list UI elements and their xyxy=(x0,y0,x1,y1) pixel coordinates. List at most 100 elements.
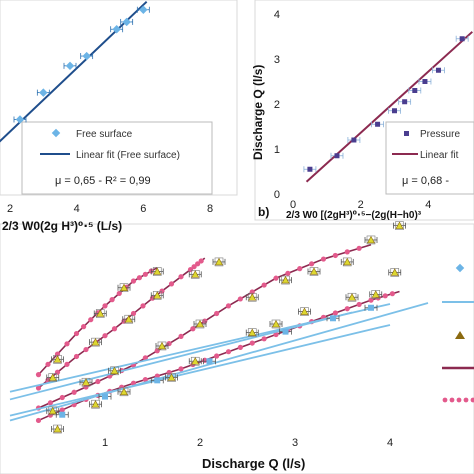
panel-b-point-9 xyxy=(459,36,465,42)
panel-c-curve-dot-5 xyxy=(237,296,243,302)
panel-c-curve-dot-7 xyxy=(64,341,70,347)
panel-c-curve-dot-5 xyxy=(261,282,267,288)
panel-c-curve-dot-5 xyxy=(59,394,65,401)
panel-c-point-2-0 xyxy=(48,373,57,381)
panel-c-point-0-8 xyxy=(347,293,357,301)
panel-c-curve-dot-4 xyxy=(389,291,395,297)
panel-c-legend-marker-5 xyxy=(456,397,462,403)
panel-c-curve-dot-7 xyxy=(136,275,143,281)
panel-a-fit-line xyxy=(0,0,148,143)
panel-a-legend-marker-1 xyxy=(51,128,61,138)
panel-c-curve-dot-5 xyxy=(273,275,279,281)
panel-c-curve-dot-7 xyxy=(73,330,80,337)
panel-b-legend-box xyxy=(385,121,474,195)
panel-c-curve-dot-6 xyxy=(198,258,204,264)
panel-c-x-tick-label: 3 xyxy=(292,437,298,449)
panel-b-legend-marker-1 xyxy=(404,131,409,136)
panel-c-legend-marker-5 xyxy=(463,397,469,403)
panel-c-point-12-6 xyxy=(368,304,374,311)
panel-a-legend-label-1: Free surface xyxy=(76,129,133,140)
panel-c-curve-dot-4 xyxy=(237,344,243,350)
panel-c-curve-dot-7 xyxy=(109,297,115,303)
panel-c-curve-dot-5 xyxy=(297,266,303,272)
panel-c-curve-dot-6 xyxy=(130,310,137,317)
panel-c-curve-dot-5 xyxy=(344,249,350,255)
panel-c-curve-dot-4 xyxy=(344,306,350,312)
panel-c-curve-dot-4 xyxy=(261,336,267,342)
panel-c-curve-dot-4 xyxy=(273,331,279,338)
panel-c-point-0-10 xyxy=(390,268,399,276)
panel-c-curve-dot-5 xyxy=(142,355,148,361)
panel-c-curve-dot-7 xyxy=(88,317,94,323)
panel-c-point-12-5 xyxy=(330,315,336,322)
panel-c-curve-dot-5 xyxy=(356,245,362,251)
panel-b-y-tick-label: 4 xyxy=(274,9,280,21)
panel-b-label: b) xyxy=(258,205,269,219)
panel-c-point-0-0 xyxy=(53,424,62,433)
panel-b-point-0 xyxy=(307,166,313,172)
panel-b-frame xyxy=(254,0,474,221)
panel-c-x-tick-label: 1 xyxy=(102,437,108,449)
panel-c-curve-dot-4 xyxy=(214,353,220,359)
panel-b-y-tick-label: 2 xyxy=(274,99,280,111)
panel-c-x-axis-label: Discharge Q (l/s) xyxy=(202,456,305,471)
panel-a-annotation: μ = 0,65 - R² = 0,99 xyxy=(55,175,151,187)
panel-c-curve-dot-4 xyxy=(59,407,65,413)
panel-c-point-1-0 xyxy=(48,406,57,415)
panel-c-point-2-2 xyxy=(124,315,133,323)
panel-c-point-1-10 xyxy=(395,221,404,229)
panel-b-point-6 xyxy=(412,88,418,93)
panel-c-curve-dot-6 xyxy=(168,281,175,287)
panel-c-curve-dot-5 xyxy=(190,326,196,332)
panel-c-point-0-3 xyxy=(167,373,176,381)
panel-c-curve-dot-4 xyxy=(368,297,374,303)
panel-c-point-0-2 xyxy=(119,387,129,396)
panel-c-point-12-3 xyxy=(206,358,213,365)
panel-c-point-1-1 xyxy=(81,378,91,386)
panel-b-point-4 xyxy=(391,108,397,114)
panel-b-point-3 xyxy=(375,121,381,127)
panel-b-x-tick-label: 0 xyxy=(290,199,296,211)
panel-a-frame xyxy=(0,0,238,196)
panel-c-curve-dot-4 xyxy=(249,340,255,346)
panel-c-curve-dot-5 xyxy=(285,270,291,276)
panel-c-linear-fit-8 xyxy=(9,302,429,422)
panel-c-point-2-3 xyxy=(153,291,162,299)
panel-c-point-0-9 xyxy=(371,290,380,298)
panel-c-plot: 1 2 3 4 xyxy=(9,221,474,449)
panel-c-curve-dot-5 xyxy=(178,333,184,340)
panel-c-curve-dot-6 xyxy=(178,274,184,280)
panel-b-point-1 xyxy=(334,153,340,159)
panel-b-legend-label-1: Pressure xyxy=(420,129,460,140)
panel-c-curve-dot-5 xyxy=(332,252,338,259)
panel-c-curve-dot-5 xyxy=(95,378,101,385)
panel-c-curve-dot-5 xyxy=(71,389,77,395)
panel-c-curve-dot-7 xyxy=(35,372,42,378)
panel-c-curve-dot-7 xyxy=(116,290,122,297)
panel-c-point-0-7 xyxy=(300,307,309,315)
panel-b-point-2 xyxy=(351,137,357,143)
panel-c-legend-marker-5 xyxy=(449,397,455,403)
panel-c-legend-marker-3 xyxy=(455,331,465,339)
panel-c-curve-dot-6 xyxy=(73,353,80,360)
panel-c-curve-dot-4 xyxy=(142,377,148,383)
panel-a-x-tick-label: 8 xyxy=(207,203,213,215)
panel-c-point-2-4 xyxy=(191,270,200,278)
panel-c-curve-dot-6 xyxy=(195,261,201,267)
panel-b-y-tick-label: 3 xyxy=(274,54,280,66)
panel-c-point-1-6 xyxy=(281,275,290,284)
panel-c-curve-dot-6 xyxy=(140,303,146,309)
panel-c-linear-fit-10 xyxy=(9,311,353,401)
panel-c-point-1-8 xyxy=(343,257,352,266)
panel-c-curve-dot-4 xyxy=(178,366,184,372)
panel-c-point-3-0 xyxy=(53,355,62,363)
panel-c-point-0-5 xyxy=(248,328,257,336)
panel-c-curve-dot-7 xyxy=(130,278,137,284)
panel-b-y-tick-label: 0 xyxy=(274,189,280,201)
panel-a-x-tick-label: 4 xyxy=(74,203,80,215)
panel-c-point-1-4 xyxy=(195,319,205,328)
panel-c-curve-dot-7 xyxy=(142,271,148,277)
panel-c-curve-dot-7 xyxy=(81,324,87,330)
panel-c-point-12-4 xyxy=(282,328,289,335)
